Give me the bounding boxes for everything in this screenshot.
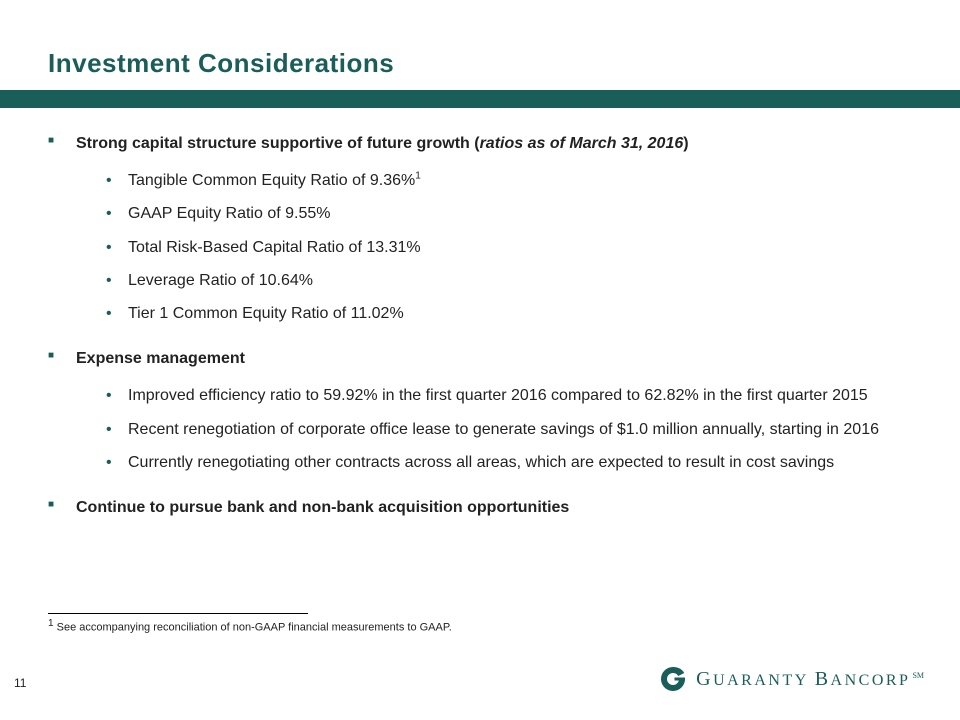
sub-bullet: Total Risk-Based Capital Ratio of 13.31% <box>106 234 912 261</box>
page-number: 11 <box>14 676 26 690</box>
footnote-text: 1 See accompanying reconciliation of non… <box>48 618 912 634</box>
sub-text: Currently renegotiating other contracts … <box>128 454 834 471</box>
head-pre: Strong capital structure supportive of f… <box>76 135 480 152</box>
sub-bullet: Tangible Common Equity Ratio of 9.36%1 <box>106 167 912 194</box>
bullet-expense-management: Expense management Improved efficiency r… <box>48 345 912 476</box>
bullet-head: Strong capital structure supportive of f… <box>76 135 689 152</box>
logo-cap-b: B <box>815 668 831 690</box>
sub-bullet: Tier 1 Common Equity Ratio of 11.02% <box>106 300 912 327</box>
sub-text: Leverage Ratio of 10.64% <box>128 272 313 289</box>
head-ital: ratios as of March 31, 2016 <box>480 135 684 152</box>
head-post: ) <box>683 135 688 152</box>
bullet-head: Expense management <box>76 350 245 367</box>
bullet-capital-structure: Strong capital structure supportive of f… <box>48 130 912 327</box>
sub-bullet: Improved efficiency ratio to 59.92% in t… <box>106 382 912 409</box>
page-title: Investment Considerations <box>48 48 394 79</box>
logo-word-1: UARANTY <box>713 672 815 689</box>
sub-text: Improved efficiency ratio to 59.92% in t… <box>128 387 868 404</box>
sub-bullet: Currently renegotiating other contracts … <box>106 449 912 476</box>
sub-bullet: Leverage Ratio of 10.64% <box>106 267 912 294</box>
sub-bullet: GAAP Equity Ratio of 9.55% <box>106 200 912 227</box>
title-underline-bar <box>0 90 960 108</box>
sub-text: Total Risk-Based Capital Ratio of 13.31% <box>128 239 421 256</box>
sub-text: Tangible Common Equity Ratio of 9.36% <box>128 172 415 189</box>
level2-list: Improved efficiency ratio to 59.92% in t… <box>76 372 912 476</box>
content-area: Strong capital structure supportive of f… <box>48 130 912 539</box>
bullet-head: Continue to pursue bank and non-bank acq… <box>76 499 569 516</box>
logo-g-icon <box>658 664 688 694</box>
sub-text: Tier 1 Common Equity Ratio of 11.02% <box>128 305 404 322</box>
level2-list: Tangible Common Equity Ratio of 9.36%1 G… <box>76 157 912 327</box>
footnote-body: See accompanying reconciliation of non-G… <box>54 622 452 634</box>
company-logo: GUARANTY BANCORPSM <box>658 664 924 694</box>
logo-text: GUARANTY BANCORPSM <box>696 668 924 691</box>
superscript: 1 <box>415 171 421 182</box>
sub-text: Recent renegotiation of corporate office… <box>128 421 879 438</box>
level1-list: Strong capital structure supportive of f… <box>48 130 912 521</box>
logo-sm: SM <box>912 671 924 680</box>
sub-bullet: Recent renegotiation of corporate office… <box>106 416 912 443</box>
logo-cap-g: G <box>696 668 713 690</box>
footnote-rule <box>48 613 308 614</box>
sub-text: GAAP Equity Ratio of 9.55% <box>128 205 330 222</box>
logo-word-2: ANCORP <box>831 672 911 689</box>
bullet-acquisitions: Continue to pursue bank and non-bank acq… <box>48 494 912 521</box>
footnote-area: 1 See accompanying reconciliation of non… <box>48 613 912 634</box>
